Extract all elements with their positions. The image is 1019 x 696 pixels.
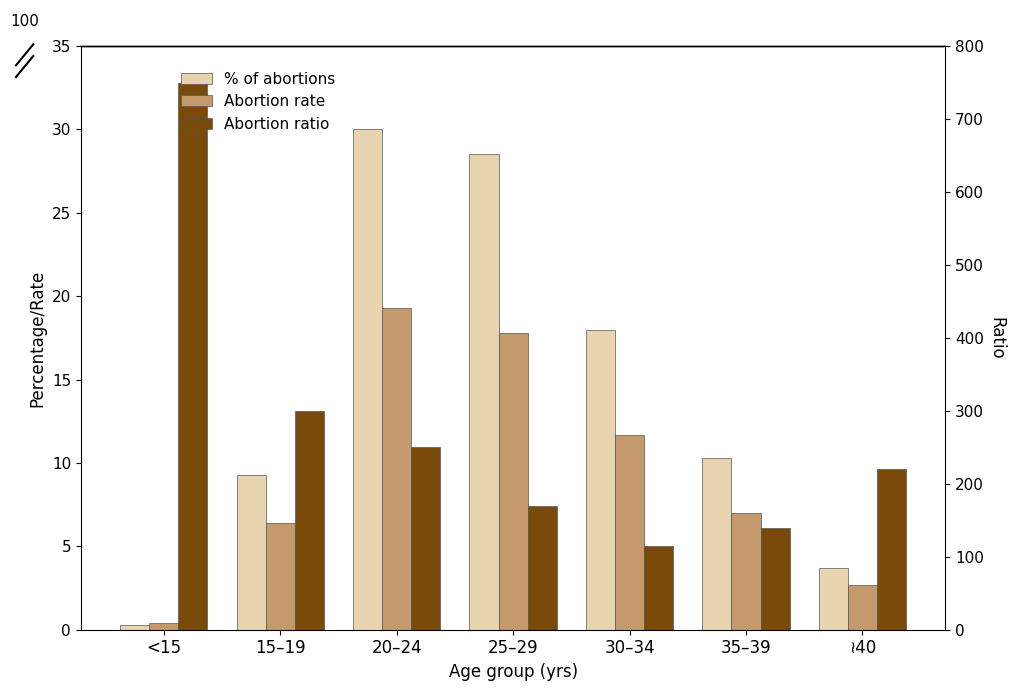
Bar (585, 330, 614, 630)
Y-axis label: Ratio: Ratio (986, 317, 1004, 359)
Bar (236, 475, 265, 630)
Y-axis label: Percentage/Rate: Percentage/Rate (29, 269, 46, 406)
Bar (614, 434, 644, 630)
Bar (469, 155, 498, 630)
Legend: % of abortions, Abortion rate, Abortion ratio: % of abortions, Abortion rate, Abortion … (174, 65, 340, 138)
Bar (818, 568, 847, 630)
Bar (178, 83, 207, 630)
Bar (527, 506, 556, 630)
Bar (294, 411, 324, 630)
Bar (847, 585, 876, 630)
Bar (760, 528, 789, 630)
Bar (731, 513, 760, 630)
Bar (265, 523, 294, 630)
Text: 100: 100 (10, 13, 39, 29)
Bar (876, 469, 905, 630)
Bar (702, 458, 731, 630)
Bar (644, 546, 673, 630)
Bar (382, 308, 411, 630)
Bar (411, 448, 440, 630)
Bar (498, 333, 527, 630)
Bar (149, 623, 178, 630)
Bar (120, 625, 149, 630)
Bar (353, 129, 382, 630)
X-axis label: Age group (yrs): Age group (yrs) (448, 663, 577, 681)
